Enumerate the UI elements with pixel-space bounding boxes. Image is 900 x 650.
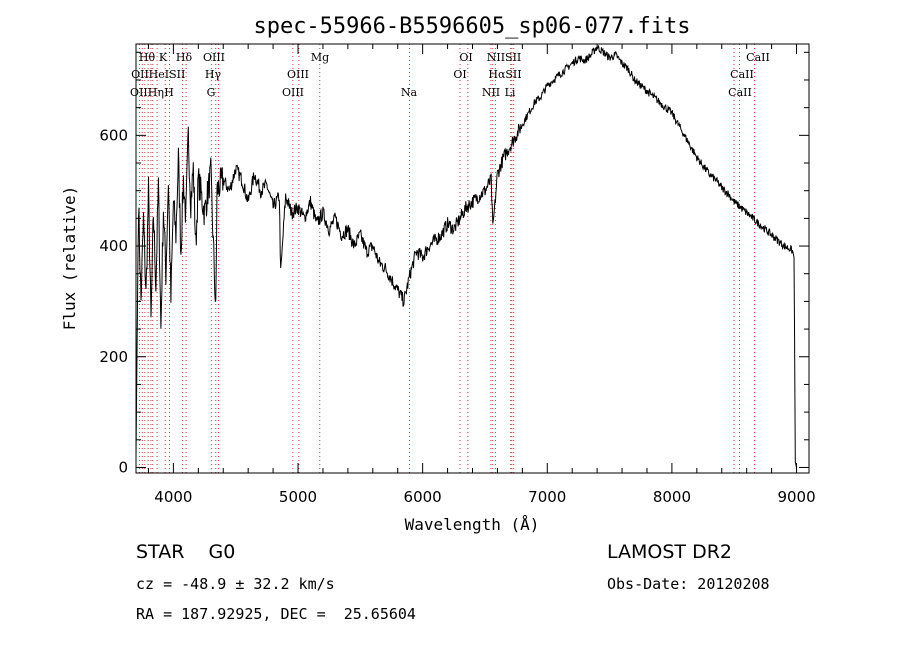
line-label: OII: [131, 68, 149, 81]
survey-name: LAMOST DR2: [607, 541, 732, 563]
x-tick-label: 9000: [777, 488, 815, 506]
line-label: Mg: [311, 51, 329, 64]
line-label: OIII: [203, 51, 225, 64]
x-tick-label: 6000: [404, 488, 442, 506]
x-tick-label: 8000: [653, 488, 691, 506]
spectrum-line: [135, 45, 797, 468]
x-tick-label: 7000: [528, 488, 566, 506]
line-label: HαSII: [488, 68, 521, 81]
plot-frame: [135, 43, 810, 474]
line-label: G: [207, 86, 216, 99]
line-label: OIII: [282, 86, 304, 99]
line-label: H: [164, 86, 174, 99]
line-label: Hγ: [205, 68, 222, 81]
x-tick-label: 5000: [279, 488, 317, 506]
ra-dec-coordinates: RA = 187.92925, DEC = 25.65604: [136, 605, 416, 623]
y-tick-label: 600: [99, 126, 128, 144]
line-label: OIIHη: [130, 86, 164, 99]
observation-date: Obs-Date: 20120208: [607, 575, 770, 593]
x-axis-label: Wavelength (Å): [405, 515, 540, 534]
chart-title: spec-55966-B5596605_sp06-077.fits: [253, 14, 690, 39]
line-label: OI: [459, 51, 472, 64]
object-classification: STAR G0: [136, 541, 236, 563]
y-tick-label: 400: [99, 237, 128, 255]
line-label: OIII: [287, 68, 309, 81]
x-axis-ticks: 4000 5000 6000 7000 8000 9000: [147, 44, 816, 506]
line-label: CaII: [728, 86, 752, 99]
line-label: Hδ: [176, 51, 193, 64]
x-tick-label: 4000: [154, 488, 192, 506]
spectral-line-markers: [138, 44, 755, 473]
line-label: Hθ: [139, 51, 156, 64]
line-label: K: [159, 51, 168, 64]
line-label: OI: [453, 68, 466, 81]
line-label: CaII: [746, 51, 770, 64]
line-label: NII: [482, 86, 500, 99]
redshift-velocity: cz = -48.9 ± 32.2 km/s: [136, 575, 335, 593]
line-label: Li: [505, 86, 516, 99]
y-tick-label: 0: [118, 458, 128, 476]
y-tick-label: 200: [99, 348, 128, 366]
line-label: NIISII: [487, 51, 522, 64]
y-axis-ticks: 0 200 400 600: [99, 51, 809, 476]
line-label: CaII: [730, 68, 754, 81]
line-label: HeISII: [149, 68, 186, 81]
line-label: Na: [401, 86, 418, 99]
y-axis-label: Flux (relative): [60, 186, 79, 331]
